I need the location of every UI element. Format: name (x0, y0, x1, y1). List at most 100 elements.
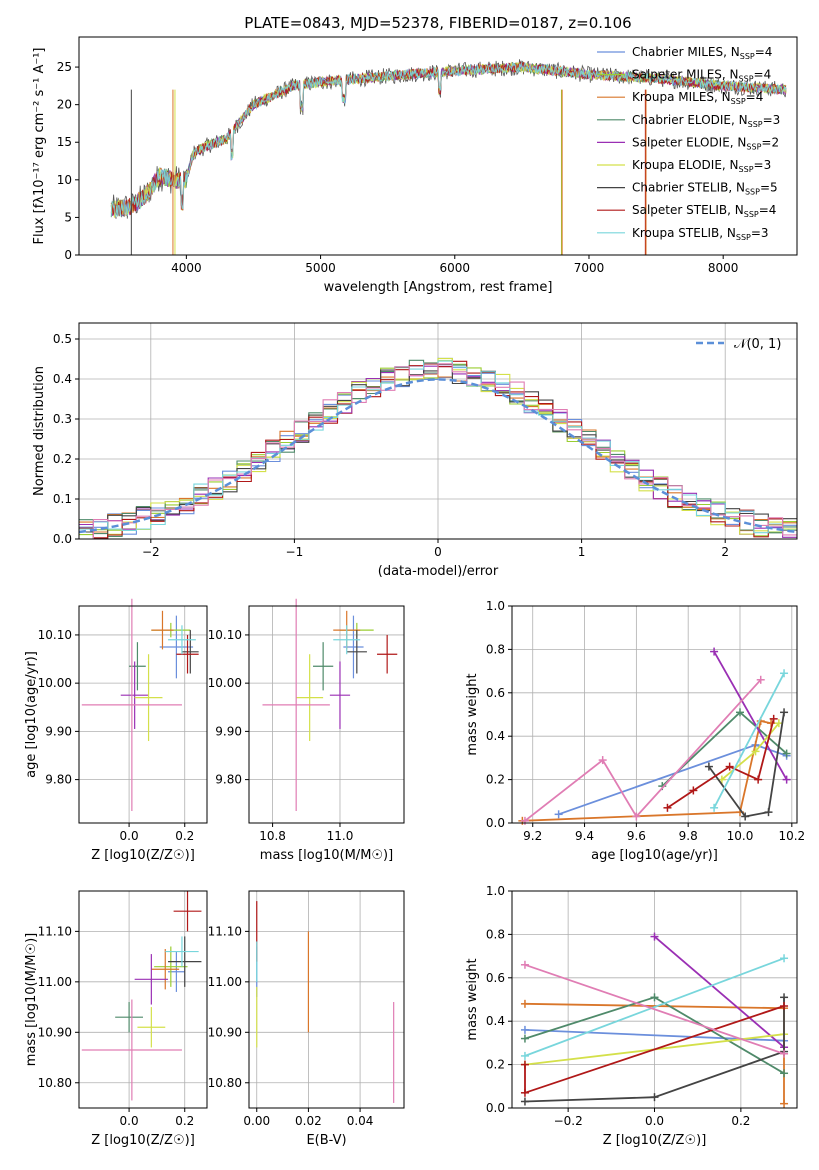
y-tick-label: 9.80 (45, 773, 72, 787)
x-tick-label: 0.0 (645, 1114, 664, 1128)
axes-frame (511, 605, 798, 824)
x-tick-label: 0.0 (120, 1114, 139, 1128)
x-axis-label: (data-model)/error (378, 564, 499, 579)
x-tick-label: 0.02 (295, 1114, 322, 1128)
legend-count: =4 (754, 68, 772, 82)
residual-histograms (79, 357, 797, 539)
y-tick-label: 10.80 (38, 1076, 72, 1090)
y-tick-label: 0.4 (486, 1014, 505, 1028)
y-tick-label: 0.0 (486, 1101, 505, 1115)
x-axis-label: Z [log10(Z/Z☉)] (91, 1133, 195, 1148)
y-tick-label: 15 (57, 135, 72, 149)
legend-subscript: SSP (739, 165, 754, 174)
y-tick-label: 0.5 (53, 332, 72, 346)
x-tick-label: 0.00 (243, 1114, 270, 1128)
x-tick-label: 9.6 (627, 829, 646, 843)
y-tick-label: 11.00 (38, 975, 72, 989)
x-tick-label: 0.2 (175, 1114, 194, 1128)
y-tick-label: 11.10 (38, 924, 72, 938)
y-tick-label: 10.90 (38, 1025, 72, 1039)
x-tick-label: −0.2 (554, 1114, 583, 1128)
x-tick-label: 7000 (574, 261, 605, 275)
legend-subscript: SSP (746, 142, 761, 151)
x-tick-label: 5000 (305, 261, 336, 275)
y-axis-label: mass weight (465, 958, 480, 1040)
y-tick-label: 9.90 (215, 724, 242, 738)
y-tick-label: 10.80 (208, 1076, 242, 1090)
x-tick-label: −2 (142, 545, 160, 559)
legend-count: =4 (746, 90, 764, 104)
legend-subscript: SSP (736, 233, 751, 242)
weight-series-8 (524, 679, 762, 822)
y-tick-label: 5 (64, 210, 72, 224)
x-tick-label: 11.0 (327, 829, 354, 843)
axes-frame (78, 890, 208, 1109)
x-tick-label: 9.4 (575, 829, 594, 843)
y-axis-label: Normed distribution (32, 366, 47, 496)
x-tick-label: 8000 (708, 261, 739, 275)
y-tick-label: 25 (57, 60, 72, 74)
legend-count: =3 (751, 226, 769, 240)
y-tick-label: 10.10 (38, 628, 72, 642)
spectrum-lines (110, 59, 787, 255)
y-tick-label: 10.90 (208, 1025, 242, 1039)
y-tick-label: 0.0 (53, 532, 72, 546)
y-tick-label: 0.4 (486, 729, 505, 743)
x-tick-label: 9.8 (679, 829, 698, 843)
y-tick-label: 1.0 (486, 599, 505, 613)
legend-subscript: SSP (748, 120, 763, 129)
y-tick-label: 9.90 (45, 724, 72, 738)
histogram-series-9 (79, 363, 797, 539)
x-tick-label: 1 (578, 545, 586, 559)
spectrum-series-8 (110, 61, 787, 218)
x-axis-label: Z [log10(Z/Z☉)] (91, 848, 195, 863)
x-tick-label: 0.04 (347, 1114, 374, 1128)
y-tick-label: 10.00 (208, 676, 242, 690)
legend-entry: Salpeter STELIB, NSSP=4 (632, 203, 776, 219)
legend-subscript: SSP (745, 188, 760, 197)
weight-series-5 (524, 997, 785, 1103)
x-tick-label: 0.2 (175, 829, 194, 843)
y-tick-label: 0.3 (53, 412, 72, 426)
x-axis-label: wavelength [Angstrom, rest frame] (324, 280, 553, 295)
x-tick-label: 4000 (171, 261, 202, 275)
y-tick-label: 0.4 (53, 372, 72, 386)
weight-series-1 (522, 719, 772, 822)
legend-entry: Salpeter MILES, NSSP=4 (632, 68, 771, 84)
y-tick-label: 11.10 (208, 924, 242, 938)
legend-entry: Chabrier STELIB, NSSP=5 (632, 181, 778, 197)
y-tick-label: 0.0 (486, 816, 505, 830)
legend-count: =2 (761, 135, 779, 149)
y-tick-label: 0.2 (486, 773, 505, 787)
y-tick-label: 0 (64, 248, 72, 262)
normal-curve (79, 378, 797, 534)
y-tick-label: 1.0 (486, 884, 505, 898)
y-tick-label: 10 (57, 173, 72, 187)
x-tick-label: 9.2 (523, 829, 542, 843)
axes-frame (78, 36, 798, 256)
legend-count: =5 (760, 181, 778, 195)
weight-series-3 (653, 935, 785, 1048)
y-axis-label: mass [log10(M/M☉)] (24, 933, 39, 1066)
legend-entry: Chabrier ELODIE, NSSP=3 (632, 113, 780, 129)
y-tick-label: 0.2 (486, 1058, 505, 1072)
legend-entry: Kroupa STELIB, NSSP=3 (632, 226, 769, 242)
legend-count: =3 (754, 158, 772, 172)
weight-series-5 (708, 712, 785, 818)
weight-series-3 (713, 651, 788, 781)
y-tick-label: 0.1 (53, 492, 72, 506)
x-tick-label: 2 (721, 545, 729, 559)
weight-series-7 (713, 672, 785, 809)
axes-layer: 4000 5000 6000 7000 80000510152025wavelength… (24, 36, 805, 1148)
legend-entry: Kroupa ELODIE, NSSP=3 (632, 158, 771, 174)
y-tick-label: 0.8 (486, 642, 505, 656)
x-tick-label: 10.8 (259, 829, 286, 843)
y-tick-label: 11.00 (208, 975, 242, 989)
legend-subscript: SSP (731, 97, 746, 106)
legend-subscript: SSP (739, 75, 754, 84)
y-tick-label: 0.6 (486, 686, 505, 700)
y-tick-label: 20 (57, 98, 72, 112)
legend-count: =3 (763, 113, 781, 127)
weight-series-8 (524, 963, 785, 1055)
